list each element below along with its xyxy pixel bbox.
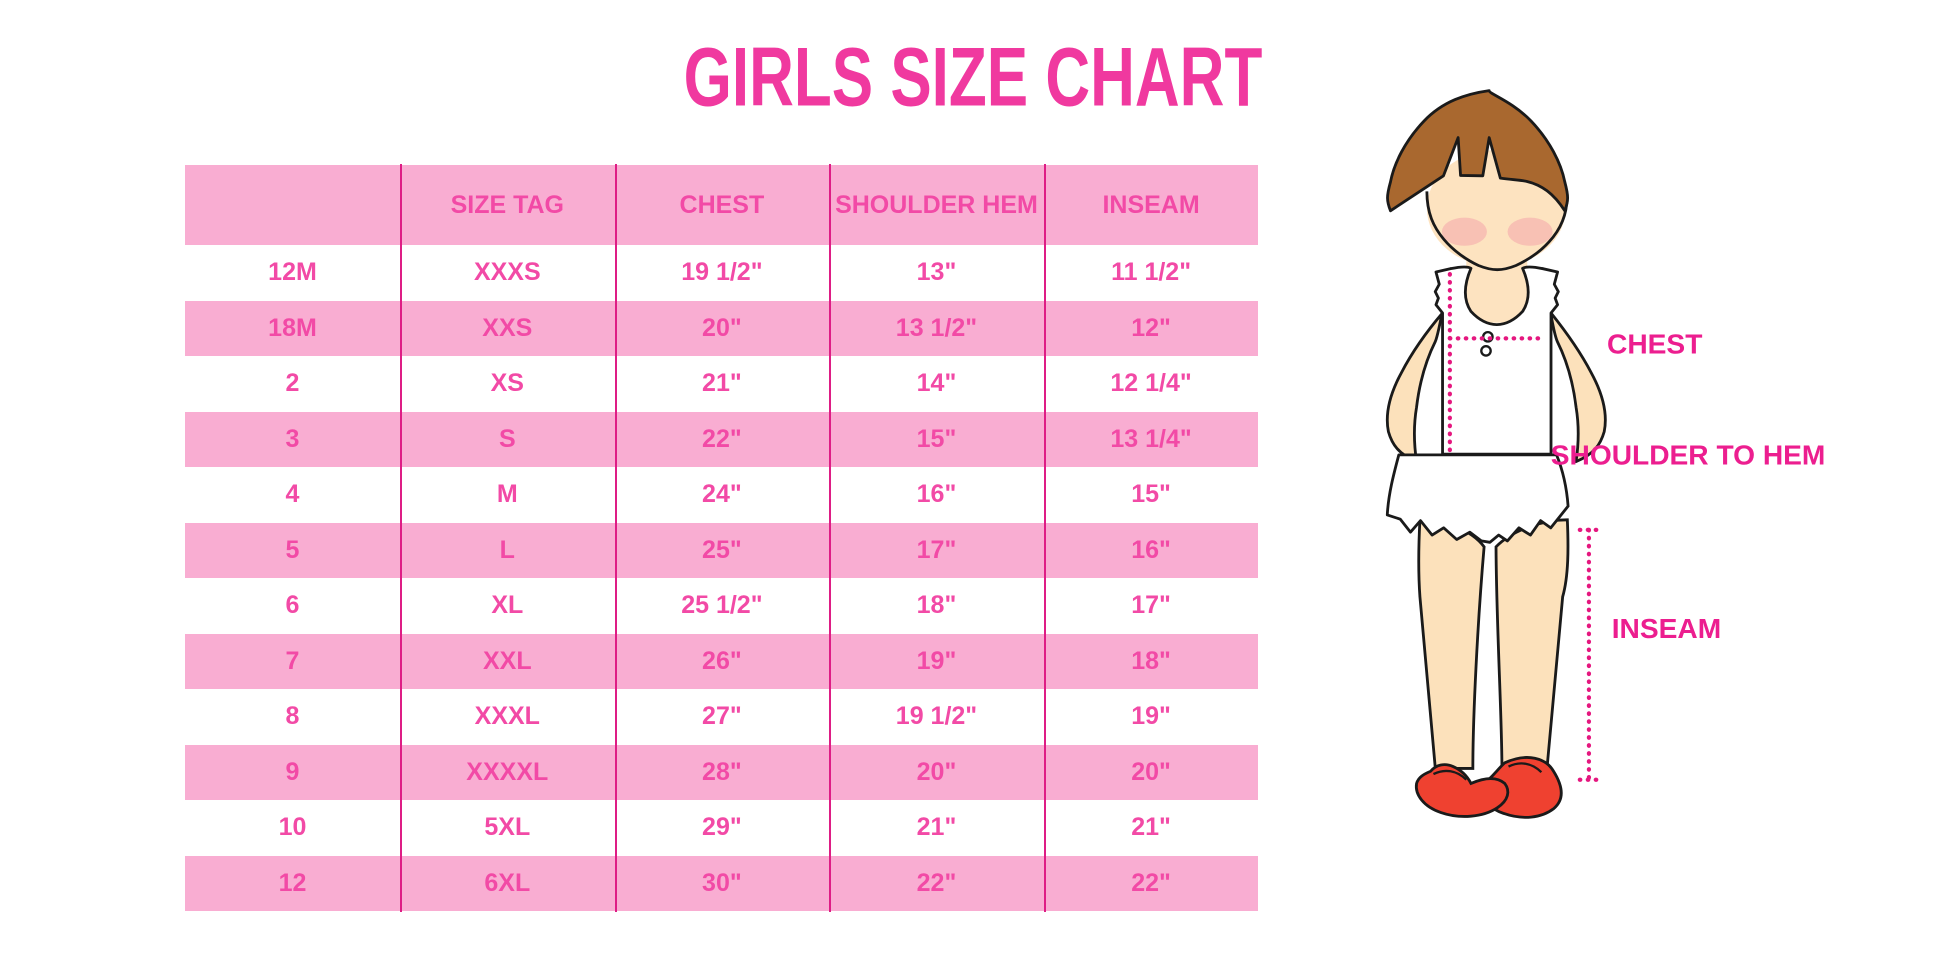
svg-text:CHEST: CHEST bbox=[1607, 329, 1702, 360]
svg-text:INSEAM: INSEAM bbox=[1612, 613, 1721, 644]
svg-text:SHOULDER TO HEM: SHOULDER TO HEM bbox=[1551, 439, 1826, 470]
